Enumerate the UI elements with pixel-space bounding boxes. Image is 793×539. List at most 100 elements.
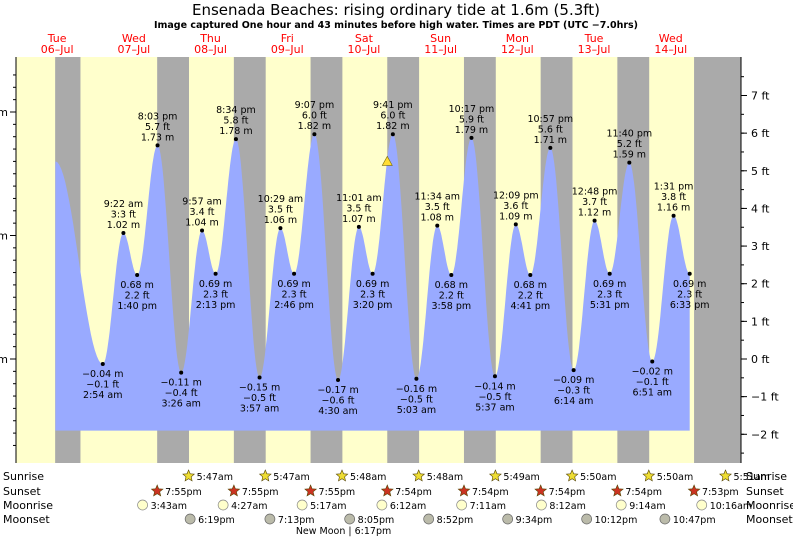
tide-labels: −0.04 m−0.1 ft2:54 am9:22 am3:3 ft1.02 m… [82,100,709,417]
sunset-icon [304,484,318,497]
tide-label: 2.2 ft [125,291,150,302]
sunset-icon [687,484,701,497]
tide-label: −0.6 ft [322,395,355,406]
tide-label: 4:41 pm [510,301,550,312]
moonset-icon [423,513,435,525]
tide-label: 5:03 am [397,405,436,416]
tide-area [55,134,690,431]
sunrise-icon [258,469,272,482]
row-label-left: Sunset [3,485,41,498]
moonset-time: 9:34pm [516,515,553,526]
tide-point [336,377,341,382]
moonset-icon [502,513,514,525]
day-name: Sun [430,32,451,45]
tide-point [548,145,553,150]
day-date: 12–Jul [501,43,534,56]
moonrise-icon [536,499,547,511]
tide-label: 2:46 pm [274,300,314,311]
tide-label: 8:03 pm [138,111,178,122]
day-headers: Tue06–JulWed07–JulThu08–JulFri09–JulSat1… [41,32,687,56]
tide-label: 1.82 m [376,121,409,132]
day-date: 10–Jul [348,43,381,56]
day-name: Thu [199,32,221,45]
tide-label: −0.17 m [317,385,358,396]
tide-point [356,224,361,229]
tide-point [571,368,576,373]
tide-point [627,160,632,165]
tide-label: 3.4 ft [190,207,215,218]
tide-label: 10:57 pm [527,114,573,125]
day-date: 08–Jul [194,43,227,56]
tide-label: 1.12 m [578,208,611,219]
day-name: Tue [47,32,67,45]
tide-label: 11:01 am [336,193,381,204]
chart-title: Ensenada Beaches: rising ordinary tide a… [192,1,600,19]
tide-label: 2.2 ft [518,291,543,302]
moonrise-icon [296,499,308,511]
tide-label: 9:57 am [182,197,221,208]
tide-label: 1.79 m [455,125,488,136]
tide-point [390,132,395,137]
right-tick-label: 7 ft [751,90,770,103]
right-tick-label: 0 ft [751,353,770,366]
tide-label: 1.07 m [342,214,375,225]
tide-label: 2.3 ft [203,289,228,300]
moonrise-time: 3:43am [151,501,187,512]
moonset-icon [264,513,276,525]
tide-label: −0.3 ft [557,386,590,397]
right-tick-label: −2 ft [751,428,779,441]
tide-point [278,226,283,231]
sunset-icon [150,484,164,497]
tide-label: 1.71 m [534,135,567,146]
tide-point [528,273,533,278]
sunrise-time: 5:48am [350,472,386,483]
tide-label: 1:40 pm [117,301,157,312]
tide-label: −0.5 ft [400,394,433,405]
tide-label: 1.09 m [499,211,532,222]
tide-point [312,132,317,137]
moonrise-time: 10:16am [710,501,752,512]
tide-label: 5.6 ft [538,124,563,135]
day-date: 09–Jul [271,43,304,56]
tide-label: 8:34 pm [216,105,256,116]
tide-point [292,271,297,276]
sunset-icon [227,484,241,497]
tide-label: 1:31 pm [654,182,694,193]
moonrise-icon [696,499,708,511]
tide-point [257,375,262,380]
moonrise-icon [137,499,148,511]
sunrise-time: 5:47am [273,472,309,483]
moonrise-icon [456,499,468,511]
tide-label: 0.69 m [277,279,310,290]
sunset-time: 7:53pm [702,487,739,498]
sunset-time: 7:54pm [472,487,509,498]
sunset-time: 7:54pm [395,487,432,498]
tide-label: 11:40 pm [606,129,652,140]
tide-point [414,376,419,381]
tide-label: 0.69 m [356,279,389,290]
sunset-time: 7:55pm [319,487,356,498]
sunrise-icon [182,469,196,482]
tide-point [233,137,238,142]
right-tick-label: −1 ft [751,391,779,404]
sunset-icon [534,484,548,497]
day-date: 11–Jul [424,43,457,56]
tide-point [135,273,140,278]
tide-label: 10:17 pm [449,104,495,115]
tide-point [449,273,454,278]
day-name: Fri [281,32,294,45]
now-marker [381,155,393,166]
sunrise-time: 5:51am [734,472,770,483]
tide-label: 3.7 ft [582,197,607,208]
tide-label: −0.4 ft [165,388,198,399]
tide-label: 0.68 m [120,280,153,291]
tide-label: −0.1 ft [636,377,669,388]
right-tick-label: 3 ft [751,240,770,253]
sunrise-time: 5:49am [503,472,539,483]
moonrise-icon [217,499,229,511]
tide-label: 4:30 am [318,406,357,417]
tide-label: 5.2 ft [617,139,642,150]
sunrise-icon [642,469,656,482]
tide-label: 1.08 m [421,213,454,224]
